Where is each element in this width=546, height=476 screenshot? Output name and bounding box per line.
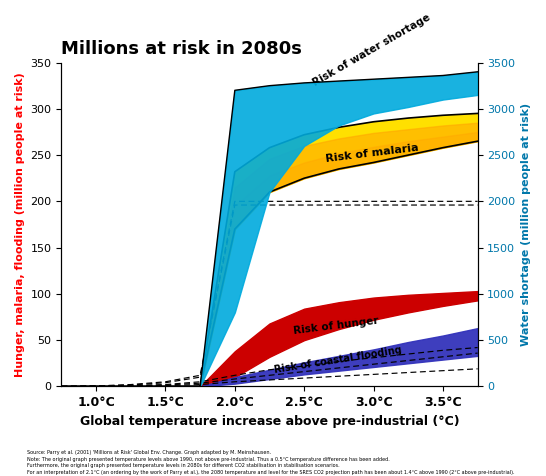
Y-axis label: Hunger, malaria, flooding (million people at risk): Hunger, malaria, flooding (million peopl… bbox=[15, 72, 25, 377]
Text: Source: Parry et al. (2001) 'Millions at Risk' Global Env. Change. Graph adapted: Source: Parry et al. (2001) 'Millions at… bbox=[27, 450, 515, 475]
Text: Risk of coastal flooding: Risk of coastal flooding bbox=[274, 345, 403, 375]
Text: Risk of malaria: Risk of malaria bbox=[325, 142, 419, 164]
Y-axis label: Water shortage (million people at risk): Water shortage (million people at risk) bbox=[521, 103, 531, 346]
Text: Millions at risk in 2080s: Millions at risk in 2080s bbox=[61, 40, 302, 58]
Text: Risk of hunger: Risk of hunger bbox=[293, 315, 379, 336]
Text: Risk of water shortage: Risk of water shortage bbox=[311, 12, 432, 88]
X-axis label: Global temperature increase above pre-industrial (°C): Global temperature increase above pre-in… bbox=[80, 415, 459, 427]
